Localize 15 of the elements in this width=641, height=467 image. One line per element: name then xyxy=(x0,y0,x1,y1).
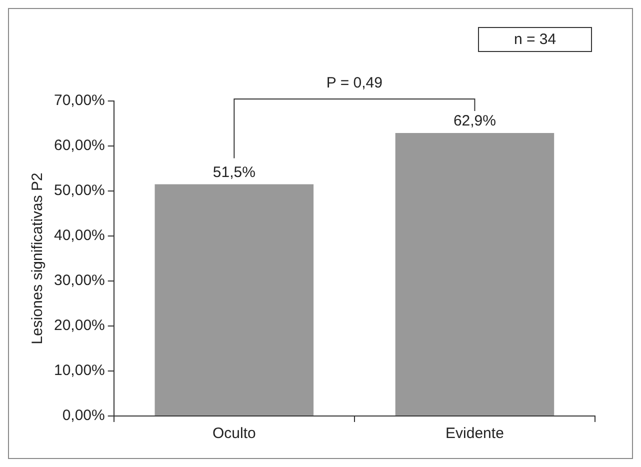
y-tick-label: 50,00% xyxy=(54,182,105,200)
y-tick-label: 40,00% xyxy=(54,227,105,244)
y-axis-title: Lesiones significativas P2 xyxy=(29,172,46,344)
x-tick-label: Oculto xyxy=(212,425,256,442)
y-tick-label: 0,00% xyxy=(62,407,105,424)
y-tick-label: 10,00% xyxy=(54,362,105,380)
data-label: 62,9% xyxy=(453,112,496,130)
y-tick-label: 60,00% xyxy=(54,137,105,154)
y-tick-label: 70,00% xyxy=(54,92,105,110)
y-tick-label: 20,00% xyxy=(54,317,105,334)
data-label: 51,5% xyxy=(212,164,256,181)
x-tick-label: Evidente xyxy=(446,425,504,442)
text: P = 0,49 xyxy=(326,74,382,92)
text: n = 34 xyxy=(478,27,592,52)
y-tick-label: 30,00% xyxy=(54,272,105,290)
